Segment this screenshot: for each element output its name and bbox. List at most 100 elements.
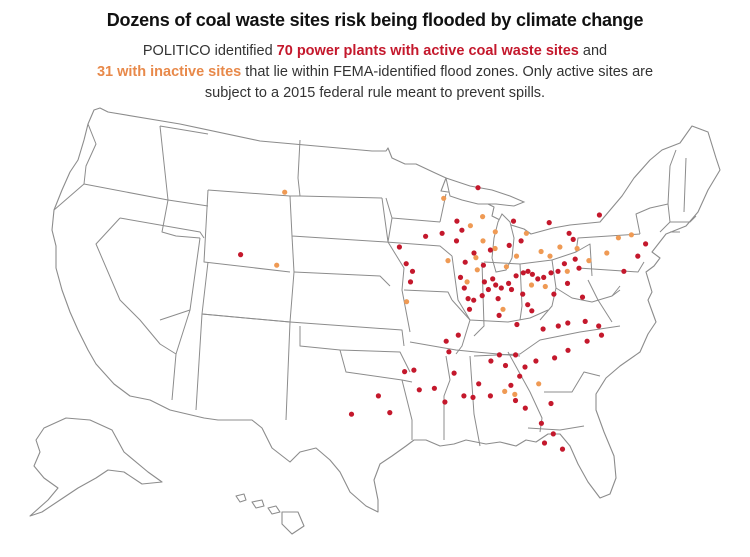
active-site-marker — [495, 296, 501, 302]
active-site-marker — [564, 280, 571, 286]
active-site-marker — [643, 241, 649, 247]
active-site-marker — [513, 352, 519, 358]
active-site-marker — [457, 274, 464, 280]
active-site-marker — [529, 271, 536, 277]
hawaii — [235, 493, 305, 535]
active-site-marker — [551, 291, 557, 297]
inactive-site-marker — [480, 238, 486, 244]
active-site-marker — [520, 270, 526, 276]
active-site-marker — [541, 274, 547, 280]
inactive-site-marker — [492, 229, 498, 235]
active-site-marker — [535, 276, 541, 282]
inactive-site-marker — [445, 258, 451, 264]
inactive-site-marker — [574, 245, 580, 252]
active-site-marker — [579, 294, 586, 300]
inactive-site-marker — [274, 262, 280, 268]
active-site-marker — [403, 261, 409, 267]
active-site-marker — [476, 381, 482, 387]
active-site-marker — [584, 338, 590, 344]
inactive-site-marker — [492, 245, 498, 252]
inactive-site-marker — [604, 250, 610, 256]
active-site-marker — [348, 411, 355, 417]
inactive-site-marker — [523, 230, 530, 236]
active-site-marker — [387, 410, 393, 416]
active-site-marker — [475, 185, 481, 191]
active-site-marker — [559, 446, 566, 452]
us-outline — [51, 107, 721, 513]
active-site-marker — [552, 355, 558, 361]
active-site-marker — [443, 338, 449, 344]
active-site-marker — [411, 367, 417, 373]
active-site-marker — [238, 252, 244, 258]
active-site-marker — [423, 233, 429, 239]
inactive-site-marker — [615, 235, 622, 241]
map-title: Dozens of coal waste sites risk being fl… — [106, 10, 644, 30]
active-site-marker — [520, 291, 526, 297]
active-site-marker — [596, 323, 602, 329]
inactive-site-marker — [500, 306, 506, 312]
inactive-site-marker — [502, 388, 508, 394]
inactive-site-marker — [473, 255, 479, 261]
active-sites-legend-text: 70 power plants with active coal waste s… — [276, 43, 579, 59]
active-site-marker — [510, 218, 517, 224]
active-site-marker — [533, 358, 539, 364]
active-site-marker — [480, 262, 486, 268]
state-boundaries — [53, 123, 697, 447]
alaska — [29, 417, 163, 517]
map-subtitle: POLITICO identified 70 power plants with… — [95, 41, 655, 104]
active-site-marker — [522, 364, 528, 370]
active-site-marker — [546, 220, 552, 226]
active-site-marker — [496, 352, 502, 358]
active-site-marker — [471, 297, 477, 303]
active-site-marker — [481, 279, 487, 285]
inactive-site-marker — [513, 253, 520, 259]
active-site-marker — [529, 308, 535, 314]
active-site-marker — [442, 399, 448, 405]
inactive-site-marker — [503, 264, 509, 270]
active-site-marker — [496, 312, 502, 318]
active-site-marker — [555, 323, 561, 329]
inactive-site-marker — [542, 283, 548, 290]
active-site-marker — [479, 293, 485, 299]
active-site-marker — [506, 280, 512, 286]
active-site-marker — [508, 382, 514, 388]
active-site-marker — [635, 253, 641, 259]
active-site-marker — [462, 259, 468, 265]
active-site-marker — [451, 370, 457, 376]
active-site-marker — [461, 285, 467, 291]
active-site-marker — [548, 400, 554, 407]
active-site-marker — [471, 250, 477, 256]
active-site-marker — [402, 369, 408, 375]
subtitle-text-2: and — [578, 43, 608, 59]
inactive-site-marker — [538, 248, 544, 255]
active-site-marker — [538, 420, 545, 426]
active-site-marker — [459, 227, 465, 233]
active-site-marker — [582, 318, 588, 324]
active-site-marker — [522, 405, 528, 411]
active-site-marker — [508, 286, 515, 293]
states-layer — [29, 107, 721, 535]
inactive-site-marker — [480, 214, 486, 220]
inactive-site-marker — [464, 279, 470, 285]
active-site-marker — [439, 230, 445, 236]
inactive-site-marker — [536, 381, 542, 387]
active-site-marker — [576, 265, 582, 271]
active-site-marker — [498, 285, 504, 291]
inactive-site-marker — [474, 267, 480, 273]
active-site-marker — [541, 440, 548, 446]
active-site-marker — [565, 347, 571, 353]
active-site-marker — [487, 247, 493, 253]
inactive-site-marker — [586, 258, 592, 264]
active-site-marker — [518, 238, 524, 244]
active-site-marker — [455, 332, 461, 338]
inactive-site-marker — [404, 299, 410, 305]
active-site-marker — [493, 282, 499, 288]
inactive-site-marker — [467, 223, 473, 229]
inactive-site-marker — [628, 232, 635, 238]
active-site-marker — [598, 332, 605, 338]
active-site-marker — [453, 238, 460, 244]
active-site-marker — [570, 236, 576, 242]
active-site-marker — [466, 306, 473, 312]
active-site-marker — [502, 362, 509, 369]
